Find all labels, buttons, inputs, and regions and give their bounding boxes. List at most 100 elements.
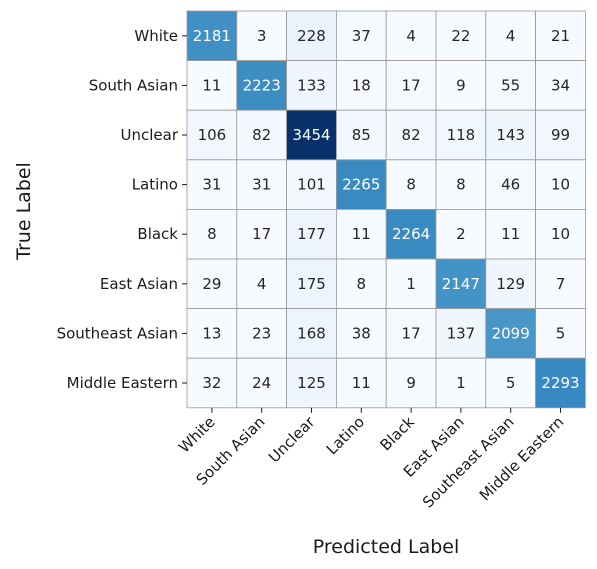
heatmap-cell-unclear-black [385, 109, 437, 161]
heatmap-cell-latino-unclear [286, 159, 337, 210]
heatmap-cell-value: 2264 [392, 225, 430, 243]
heatmap-cell-value: 2099 [492, 324, 530, 342]
y-tick-label-black: Black [137, 225, 178, 243]
heatmap-cell-value: 55 [501, 76, 520, 94]
heatmap-cell-value: 37 [352, 27, 371, 45]
heatmap-cell-value: 143 [496, 126, 525, 144]
heatmap-cell-value: 8 [207, 225, 217, 243]
heatmap-cell-value: 4 [506, 27, 516, 45]
heatmap-cell-value: 21 [551, 27, 570, 45]
heatmap-cell-white-south-asian [236, 10, 288, 61]
heatmap-cells [186, 10, 586, 409]
y-tick-label-southeast-asian: Southeast Asian [57, 324, 178, 342]
heatmap-cell-value: 118 [447, 126, 476, 144]
heatmap-cell-value: 3 [257, 27, 267, 45]
heatmap-cell-value: 4 [257, 275, 267, 293]
heatmap-cell-value: 29 [202, 275, 221, 293]
heatmap-cell-black-middle-eastern [535, 208, 586, 260]
heatmap-cell-unclear-middle-eastern [535, 109, 586, 161]
heatmap-cell-white-unclear [286, 10, 337, 61]
x-tick-label-black: Black [376, 413, 418, 455]
heatmap-cell-east-asian-unclear [286, 258, 337, 309]
heatmap-cell-value: 8 [456, 176, 466, 194]
heatmap-cell-value: 2265 [342, 176, 380, 194]
heatmap-cell-value: 5 [506, 374, 516, 392]
heatmap-cell-middle-eastern-unclear [286, 357, 337, 409]
y-tick-label-white: White [134, 27, 178, 45]
heatmap-cell-value: 38 [352, 324, 371, 342]
heatmap-cell-southeast-asian-southeast-asian [485, 308, 536, 359]
heatmap-cell-value: 1 [456, 374, 466, 392]
heatmap-cell-east-asian-east-asian [435, 258, 487, 309]
heatmap-cell-value: 23 [252, 324, 271, 342]
heatmap-cell-value: 31 [252, 176, 271, 194]
heatmap-cell-value: 22 [451, 27, 470, 45]
heatmap-cell-value: 18 [352, 76, 371, 94]
heatmap-cell-white-middle-eastern [535, 10, 586, 61]
heatmap-cell-value: 2147 [442, 275, 480, 293]
heatmap-cell-black-black [385, 208, 437, 260]
heatmap-cell-value: 31 [202, 176, 221, 194]
heatmap-cell-unclear-east-asian [435, 109, 487, 161]
heatmap-cell-value: 175 [297, 275, 326, 293]
heatmap-cell-value: 2181 [193, 27, 231, 45]
heatmap-cell-unclear-unclear [286, 109, 337, 161]
heatmap-cell-southeast-asian-middle-eastern [535, 308, 586, 359]
heatmap-cell-value: 2223 [243, 76, 281, 94]
heatmap-cell-value: 17 [252, 225, 271, 243]
heatmap-cell-white-white [186, 10, 238, 61]
heatmap-cell-east-asian-middle-eastern [535, 258, 586, 309]
heatmap-cell-value: 5 [556, 324, 566, 342]
heatmap-cell-value: 133 [297, 76, 326, 94]
heatmap-cell-value: 82 [402, 126, 421, 144]
heatmap-cell-value: 4 [406, 27, 416, 45]
heatmap-cell-value: 101 [297, 176, 326, 194]
heatmap-cell-value: 1 [406, 275, 416, 293]
y-tick-label-middle-eastern: Middle Eastern [67, 374, 178, 392]
heatmap-cell-value: 17 [402, 76, 421, 94]
heatmap-cell-southeast-asian-east-asian [435, 308, 487, 359]
heatmap-cell-south-asian-east-asian [435, 60, 487, 111]
heatmap-cell-latino-white [186, 159, 238, 210]
heatmap-cell-east-asian-southeast-asian [485, 258, 536, 309]
heatmap-cell-southeast-asian-black [385, 308, 437, 359]
heatmap-cell-value: 24 [252, 374, 271, 392]
heatmap-cell-value: 2293 [541, 374, 579, 392]
heatmap-cell-value: 13 [202, 324, 221, 342]
heatmap-cell-value: 9 [406, 374, 416, 392]
heatmap-cell-value: 2 [456, 225, 466, 243]
x-tick-label-white: White [175, 413, 219, 457]
heatmap-cell-middle-eastern-middle-eastern [535, 357, 586, 409]
heatmap-cell-value: 8 [357, 275, 367, 293]
y-tick-label-latino: Latino [132, 176, 178, 194]
heatmap-cell-value: 7 [556, 275, 566, 293]
heatmap-cell-unclear-southeast-asian [485, 109, 536, 161]
y-axis-label: True Label [13, 162, 35, 261]
heatmap-cell-value: 11 [352, 374, 371, 392]
heatmap-cell-southeast-asian-unclear [286, 308, 337, 359]
heatmap-cell-value: 10 [551, 225, 570, 243]
heatmap-cell-value: 10 [551, 176, 570, 194]
y-tick-label-unclear: Unclear [121, 126, 179, 144]
x-axis-label: Predicted Label [313, 536, 460, 558]
heatmap-cell-value: 137 [447, 324, 476, 342]
x-tick-label-southeast-asian: Southeast Asian [419, 413, 518, 512]
heatmap-cell-value: 46 [501, 176, 520, 194]
heatmap-cell-value: 11 [202, 76, 221, 94]
heatmap-cell-east-asian-black [385, 258, 437, 309]
heatmap-cell-black-latino [335, 208, 387, 260]
heatmap-cell-middle-eastern-black [385, 357, 437, 409]
heatmap-cell-value: 106 [198, 126, 227, 144]
y-axis-ticks: White South Asian Unclear Latino Black East A… [57, 27, 187, 392]
heatmap-cell-value: 99 [551, 126, 570, 144]
heatmap-cell-value: 3454 [292, 126, 330, 144]
heatmap-cell-latino-latino [335, 159, 387, 210]
heatmap-cell-value: 17 [402, 324, 421, 342]
heatmap-cell-value: 9 [456, 76, 466, 94]
heatmap-cell-black-southeast-asian [485, 208, 536, 260]
x-tick-label-unclear: Unclear [265, 412, 319, 466]
heatmap-cell-south-asian-latino [335, 60, 387, 111]
